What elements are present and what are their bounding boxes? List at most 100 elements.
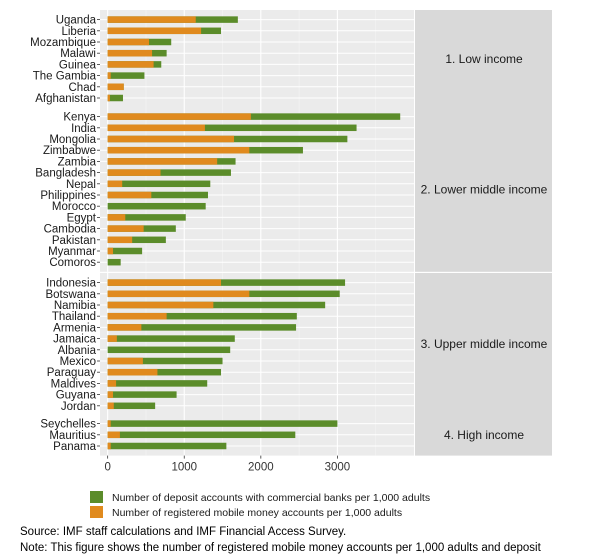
bar-deposit-mauritius <box>107 431 296 439</box>
legend-label-mobile-money: Number of registered mobile money accoun… <box>112 507 402 519</box>
facet-strip <box>415 107 552 272</box>
country-label-afghanistan: Afghanistan <box>35 93 96 105</box>
bar-deposit-kenya <box>107 113 401 120</box>
country-label-zimbabwe: Zimbabwe <box>43 145 96 157</box>
country-label-myanmar: Myanmar <box>48 246 96 258</box>
facet-strip <box>415 10 552 108</box>
country-label-zambia: Zambia <box>58 156 97 168</box>
facet-label-3-upper-middle-income: 3. Upper middle income <box>421 337 548 351</box>
country-label-botswana: Botswana <box>45 289 96 301</box>
bar-mobile-money-philippines <box>107 191 152 199</box>
bar-deposit-namibia <box>107 301 326 309</box>
country-label-comoros: Comoros <box>49 257 96 269</box>
bar-mobile-money-nepal <box>107 180 123 188</box>
x-tick-label: 1000 <box>171 462 197 474</box>
bar-mobile-money-liberia <box>107 27 202 35</box>
x-axis: 0 1000 2000 3000 <box>104 455 351 474</box>
footnote: Note: This figure shows the number of re… <box>20 542 541 554</box>
country-label-indonesia: Indonesia <box>46 278 96 290</box>
bar-deposit-armenia <box>107 324 297 331</box>
country-label-kenya: Kenya <box>63 112 96 124</box>
bar-mobile-money-malawi <box>107 49 153 57</box>
bar-mobile-money-india <box>107 124 205 132</box>
country-label-guinea: Guinea <box>59 59 97 71</box>
facet-label-2-lower-middle-income: 2. Lower middle income <box>421 182 548 196</box>
bar-deposit-thailand <box>107 312 297 320</box>
country-label-panama: Panama <box>53 441 96 453</box>
bar-mobile-money-panama <box>107 442 111 450</box>
legend-swatch-deposit <box>90 491 103 503</box>
country-label-thailand: Thailand <box>52 311 96 323</box>
bar-deposit-maldives <box>107 380 208 387</box>
bar-mobile-money-thailand <box>107 312 167 320</box>
bar-mobile-money-mauritius <box>107 431 120 439</box>
bar-deposit-morocco <box>107 202 206 210</box>
bar-mobile-money-uganda <box>107 16 196 23</box>
country-label-nepal: Nepal <box>66 179 96 191</box>
bar-deposit-comoros <box>107 258 121 266</box>
bar-mobile-money-cambodia <box>107 225 144 232</box>
panel-background <box>100 107 414 272</box>
bar-mobile-money-namibia <box>107 301 214 309</box>
bar-mobile-money-myanmar <box>107 247 114 255</box>
bar-mobile-money-mozambique <box>107 38 150 46</box>
bar-mobile-money-seychelles <box>107 420 111 427</box>
bar-deposit-jordan <box>107 402 156 410</box>
source-note: Source: IMF staff calculations and IMF F… <box>20 526 347 538</box>
country-label-armenia: Armenia <box>53 322 96 334</box>
country-label-morocco: Morocco <box>52 201 96 213</box>
bar-deposit-indonesia <box>107 279 346 286</box>
bar-mobile-money-jordan <box>107 402 114 410</box>
bar-mobile-money-armenia <box>107 324 142 331</box>
facet-strip <box>415 273 552 416</box>
bar-mobile-money-guyana <box>107 391 114 398</box>
country-label-guyana: Guyana <box>56 390 97 402</box>
bar-deposit-the-gambia <box>107 72 145 79</box>
bar-mobile-money-mexico <box>107 357 143 365</box>
country-label-uganda: Uganda <box>56 15 97 27</box>
bar-deposit-seychelles <box>107 420 338 427</box>
x-tick-label: 3000 <box>325 462 351 474</box>
bar-deposit-india <box>107 124 357 132</box>
country-label-cambodia: Cambodia <box>44 224 97 236</box>
bar-mobile-money-guinea <box>107 61 154 68</box>
legend: Number of deposit accounts with commerci… <box>90 491 430 519</box>
bar-mobile-money-maldives <box>107 380 117 387</box>
bar-deposit-mexico <box>107 357 223 365</box>
bar-mobile-money-botswana <box>107 290 250 298</box>
country-label-philippines: Philippines <box>40 190 96 202</box>
x-tick-label: 2000 <box>248 462 274 474</box>
bar-mobile-money-kenya <box>107 113 251 120</box>
bar-mobile-money-chad <box>107 83 124 91</box>
country-label-pakistan: Pakistan <box>52 235 96 247</box>
country-label-seychelles: Seychelles <box>40 419 96 431</box>
country-label-mauritius: Mauritius <box>49 430 96 442</box>
bar-deposit-philippines <box>107 191 208 199</box>
bar-mobile-money-mongolia <box>107 135 235 143</box>
bar-deposit-afghanistan <box>107 94 123 102</box>
bar-mobile-money-paraguay <box>107 368 158 376</box>
bar-deposit-nepal <box>107 180 211 188</box>
facet-label-4-high-income: 4. High income <box>444 428 524 442</box>
bar-mobile-money-afghanistan <box>107 94 110 102</box>
legend-label-deposit: Number of deposit accounts with commerci… <box>112 492 430 504</box>
country-label-malawi: Malawi <box>60 48 96 60</box>
bar-deposit-guyana <box>107 391 177 398</box>
country-label-jamaica: Jamaica <box>53 334 96 346</box>
bar-mobile-money-the-gambia <box>107 72 111 79</box>
bar-deposit-myanmar <box>107 247 143 255</box>
bar-deposit-pakistan <box>107 236 166 244</box>
country-label-chad: Chad <box>69 82 97 94</box>
bar-mobile-money-bangladesh <box>107 169 161 176</box>
bar-deposit-egypt <box>107 214 186 221</box>
bar-mobile-money-indonesia <box>107 279 222 286</box>
bar-mobile-money-zambia <box>107 158 218 165</box>
panel-2-lower-middle-income: KenyaIndiaMongoliaZimbabweZambiaBanglade… <box>35 107 552 272</box>
country-label-paraguay: Paraguay <box>47 367 96 379</box>
bar-deposit-jamaica <box>107 335 235 342</box>
country-label-bangladesh: Bangladesh <box>35 168 96 180</box>
